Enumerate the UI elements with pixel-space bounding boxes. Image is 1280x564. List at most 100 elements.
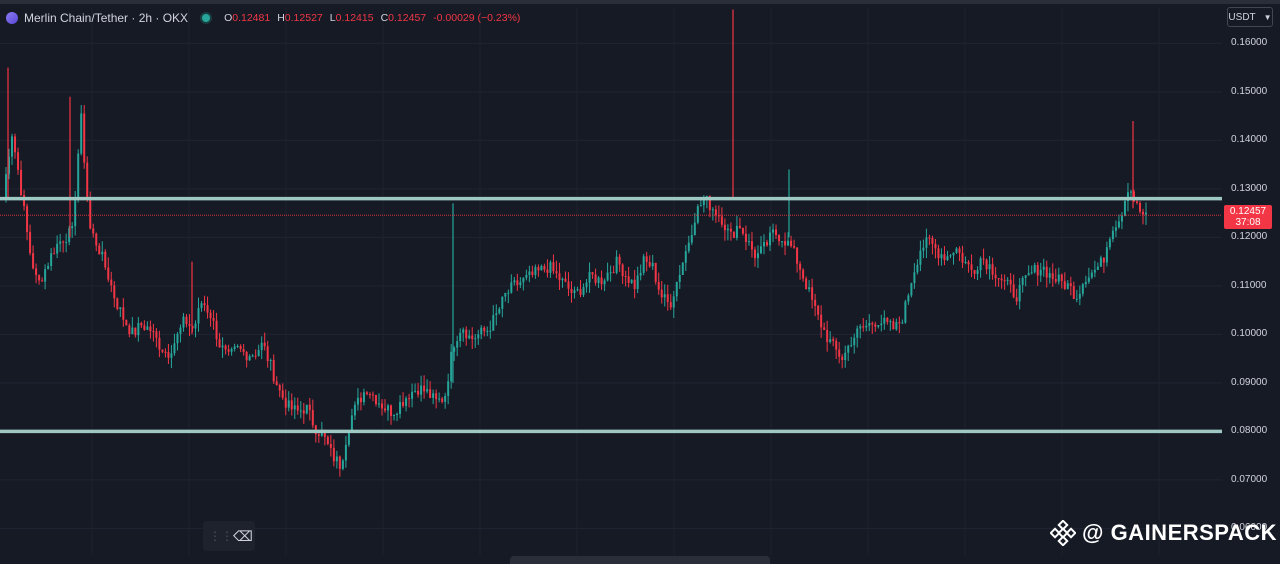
- candle-body: [50, 253, 53, 266]
- candle-body: [681, 262, 684, 275]
- candle-body: [89, 198, 92, 229]
- candle-body: [402, 401, 405, 406]
- drag-handle-icon[interactable]: ⋮⋮: [209, 529, 233, 543]
- candle-body: [218, 339, 221, 348]
- candle-body: [862, 326, 865, 328]
- candle-body: [775, 229, 778, 236]
- eraser-icon[interactable]: ⌫: [233, 527, 253, 544]
- candle-body: [359, 397, 362, 403]
- candle-body: [1096, 266, 1099, 270]
- candle-body: [895, 322, 898, 330]
- currency-selector[interactable]: USDT ▼: [1227, 7, 1273, 27]
- candle-body: [17, 152, 20, 170]
- candle-body: [1066, 283, 1069, 289]
- candle-body: [1030, 272, 1033, 274]
- candle-body: [128, 325, 131, 335]
- candle-body: [1114, 227, 1117, 231]
- candle-body: [29, 231, 32, 254]
- candle-body: [110, 279, 113, 286]
- candle-body: [675, 281, 678, 297]
- candle-body: [1018, 284, 1021, 302]
- candle-body: [344, 444, 347, 461]
- candle-body: [209, 312, 212, 319]
- candle-body: [778, 235, 781, 242]
- candle-body: [1051, 273, 1054, 280]
- candle-body: [907, 295, 910, 302]
- chart-legend: Merlin Chain/Tether · 2h · OKX O0.12481 …: [6, 10, 520, 26]
- candle-body: [498, 308, 501, 314]
- candle-body: [543, 265, 546, 270]
- candle-body: [377, 403, 380, 405]
- candle-body: [453, 347, 456, 352]
- candle-body: [317, 434, 320, 436]
- candle-body: [1075, 298, 1078, 300]
- candle-body: [119, 307, 122, 309]
- candle-body: [853, 337, 856, 346]
- candle-body: [26, 206, 29, 232]
- candle-body: [411, 391, 414, 399]
- top-border: [0, 0, 1280, 4]
- candle-body: [471, 335, 474, 340]
- candle-body: [435, 393, 438, 400]
- candle-body: [353, 404, 356, 416]
- candle-body: [1042, 266, 1045, 270]
- candle-body: [1141, 211, 1144, 215]
- candle-body: [116, 298, 119, 309]
- candle-body: [423, 385, 426, 392]
- candle-body: [991, 264, 994, 275]
- symbol-title[interactable]: Merlin Chain/Tether · 2h · OKX: [24, 11, 189, 25]
- candle-body: [356, 397, 359, 405]
- candle-body: [23, 195, 26, 207]
- candle-body: [976, 270, 979, 274]
- candle-body: [41, 280, 44, 282]
- candle-body: [1120, 215, 1123, 222]
- candle-body: [215, 320, 218, 340]
- candle-body: [107, 267, 110, 280]
- candle-body: [113, 285, 116, 299]
- candle-body: [98, 245, 101, 255]
- candle-body: [1012, 284, 1015, 298]
- candle-body: [1090, 272, 1093, 278]
- candle-body: [594, 274, 597, 283]
- candle-body: [756, 253, 759, 259]
- time-scale-handle[interactable]: [510, 556, 770, 564]
- candle-body: [1048, 273, 1051, 278]
- candle-body: [326, 436, 329, 445]
- candle-body: [362, 392, 365, 403]
- market-status-icon[interactable]: [202, 14, 211, 22]
- candle-body: [221, 345, 224, 348]
- candle-body: [1111, 230, 1114, 240]
- candle-body: [1003, 280, 1006, 282]
- candle-body: [817, 305, 820, 315]
- candle-body: [886, 317, 889, 322]
- candle-body: [1093, 269, 1096, 273]
- candle-body: [714, 209, 717, 216]
- candle-body: [711, 209, 714, 211]
- candle-body: [585, 282, 588, 288]
- candle-body: [1069, 283, 1072, 287]
- candle-body: [200, 303, 203, 309]
- candle-body: [784, 241, 787, 246]
- candle-body: [38, 275, 41, 281]
- y-tick-label: 0.16000: [1231, 37, 1268, 49]
- candle-body: [1072, 286, 1075, 299]
- candle-body: [904, 301, 907, 323]
- candle-body: [600, 277, 603, 285]
- candle-body: [766, 242, 769, 246]
- candle-body: [750, 241, 753, 250]
- candle-body: [889, 321, 892, 323]
- candle-body: [465, 329, 468, 339]
- candle-body: [368, 394, 371, 396]
- candle-body: [967, 261, 970, 265]
- candle-body: [741, 227, 744, 234]
- candle-body: [504, 293, 507, 297]
- candle-body: [928, 237, 931, 239]
- candle-body: [170, 353, 173, 358]
- candle-body: [814, 299, 817, 306]
- candle-body: [384, 408, 387, 411]
- candle-body: [1027, 273, 1030, 276]
- candle-body: [723, 224, 726, 231]
- candle-body: [254, 355, 257, 357]
- candle-body: [438, 398, 441, 400]
